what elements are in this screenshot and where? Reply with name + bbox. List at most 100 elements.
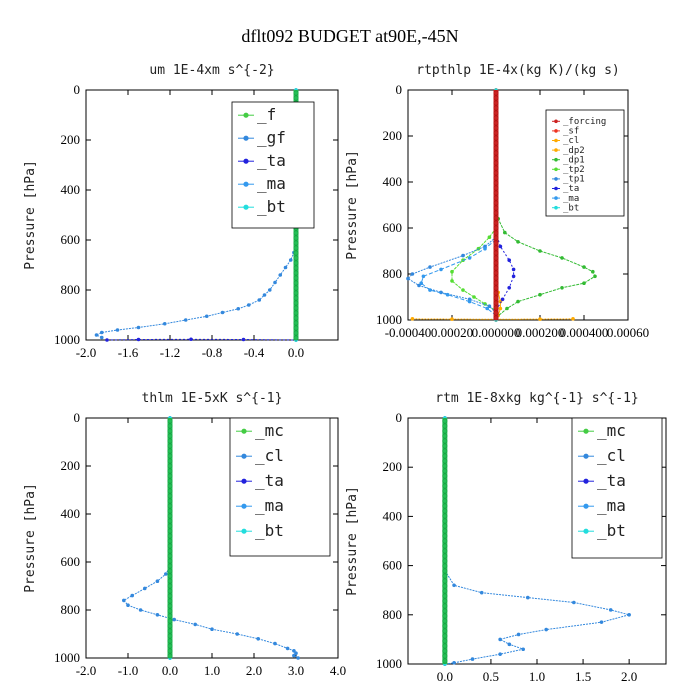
legend-marker — [583, 428, 589, 434]
zero-line-marker — [442, 473, 448, 479]
figure-title: dflt092 BUDGET at90E,-45N — [241, 26, 458, 46]
zero-line-marker — [442, 478, 448, 484]
data-point — [439, 267, 443, 272]
zero-line-marker — [167, 478, 173, 484]
zero-line-marker — [442, 603, 448, 609]
legend-label: _tp2 — [563, 165, 585, 175]
zero-line-marker — [293, 330, 299, 336]
legend-marker — [241, 478, 247, 484]
zero-line-marker — [167, 493, 173, 499]
zero-line-marker — [293, 265, 299, 271]
data-point — [538, 249, 542, 253]
zero-line-marker — [167, 433, 173, 439]
legend: _mc _cl _ta _ma _bt — [571, 417, 663, 559]
legend-label: _mc — [597, 421, 626, 440]
legend-marker — [243, 158, 249, 164]
y-tick-label: 1000 — [376, 312, 402, 327]
x-tick-label: 0.000000 — [472, 325, 521, 340]
y-tick-label: 200 — [383, 459, 403, 474]
data-point — [591, 269, 595, 274]
data-point — [183, 318, 188, 322]
legend-box — [229, 417, 331, 557]
zero-line-marker — [493, 225, 499, 231]
zero-line-marker — [167, 638, 173, 644]
zero-line-marker — [442, 453, 448, 459]
zero-line-marker — [167, 458, 173, 464]
x-tick-label: 0.00020 — [431, 325, 473, 340]
zero-line-marker — [442, 653, 448, 659]
panel-1: um 1E-4xm s^{-2} Pressure [hPa] 0 200 400 600… — [23, 63, 339, 360]
data-point — [417, 283, 421, 288]
zero-line-marker — [493, 125, 499, 131]
legend-marker — [554, 157, 558, 162]
zero-line-marker — [442, 423, 448, 429]
panel-title: rtm 1E-8xkg kg^{-1} s^{-1} — [435, 391, 639, 406]
y-tick-label: 400 — [383, 508, 403, 523]
zero-line-marker — [493, 180, 499, 186]
zero-line-marker — [293, 280, 299, 286]
data-point — [189, 337, 193, 342]
zero-line-marker — [167, 598, 173, 604]
zero-line-marker — [493, 215, 499, 221]
zero-line-marker — [442, 648, 448, 654]
x-tick-label: 0.5 — [483, 669, 499, 684]
legend-marker — [583, 453, 589, 459]
data-point — [294, 651, 298, 655]
legend-label: _forcing — [563, 117, 606, 127]
legend-label: _bt — [597, 521, 626, 540]
data-point — [521, 647, 525, 652]
legend-marker — [583, 478, 589, 484]
data-point — [516, 240, 520, 244]
zero-line-marker — [493, 115, 499, 121]
data-point — [560, 256, 564, 260]
zero-line-marker — [442, 623, 448, 629]
zero-line-marker — [293, 290, 299, 296]
zero-line-marker — [442, 493, 448, 499]
data-point — [155, 579, 160, 583]
data-point — [560, 286, 564, 290]
plot-frame — [407, 89, 629, 321]
zero-line-marker — [442, 503, 448, 509]
zero-line-marker — [293, 240, 299, 246]
data-point — [498, 244, 503, 249]
x-tick-label: 0.00060 — [607, 325, 649, 340]
zero-line-marker — [493, 95, 499, 101]
y-tick-label: 800 — [61, 282, 81, 297]
zero-line-marker — [442, 448, 448, 454]
zero-line-marker — [167, 483, 173, 489]
zero-line-marker — [167, 603, 173, 609]
legend-label: _ta — [257, 151, 286, 170]
x-tick-label: -0.4 — [244, 345, 265, 360]
zero-line-marker — [493, 305, 499, 311]
data-point — [485, 306, 490, 311]
data-point — [410, 272, 415, 276]
zero-line-marker — [293, 230, 299, 236]
zero-line-marker — [442, 428, 448, 434]
x-tick-label: 0.0 — [288, 345, 304, 360]
zero-line-marker — [293, 95, 299, 101]
data-point — [507, 258, 512, 263]
y-tick-label: 800 — [61, 602, 81, 617]
x-tick-label: 1.5 — [575, 669, 591, 684]
series-line — [407, 236, 497, 314]
panel-2: rtpthlp 1E-4x(kg K)/(kg s) Pressure [hPa]… — [345, 63, 649, 340]
legend-marker — [241, 453, 247, 459]
data-point — [505, 306, 509, 311]
zero-line-marker — [167, 613, 173, 619]
legend-box — [571, 417, 663, 559]
zero-line-marker — [493, 150, 499, 156]
zero-line-marker — [293, 275, 299, 281]
y-tick-label: 800 — [383, 266, 403, 281]
panel-3: thlm 1E-5xK s^{-1} Pressure [hPa] 0 200 400 6… — [23, 391, 346, 678]
zero-line-marker — [293, 235, 299, 241]
legend-label: _dp2 — [563, 146, 585, 156]
legend-marker — [554, 177, 558, 181]
data-point — [582, 281, 586, 286]
data-point — [461, 288, 465, 292]
legend-marker — [554, 167, 558, 172]
legend-marker — [583, 503, 589, 509]
x-tick-label: 0.0 — [162, 663, 178, 678]
zero-line-marker — [493, 240, 499, 246]
y-tick-label: 600 — [61, 232, 81, 247]
data-point — [143, 586, 147, 591]
